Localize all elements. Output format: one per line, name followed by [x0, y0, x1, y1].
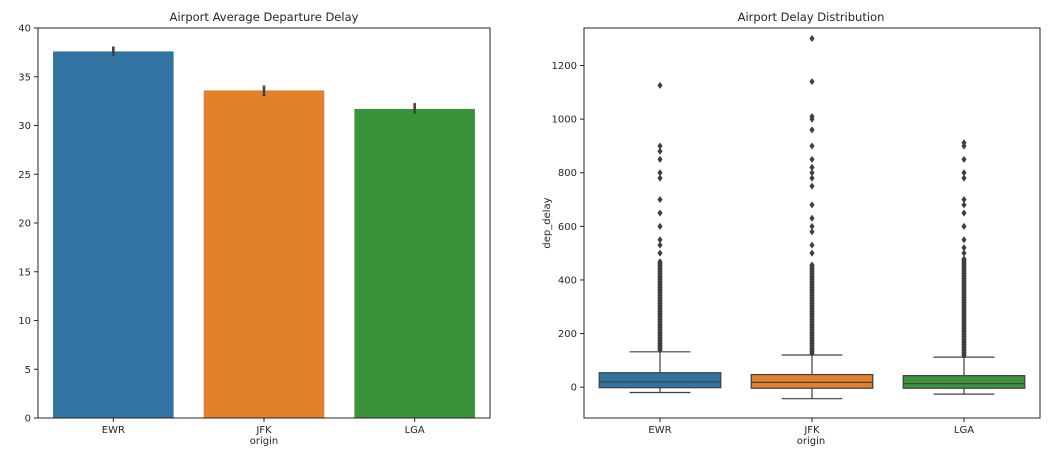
outlier-point-ewr: [657, 249, 663, 257]
outlier-point-lga: [961, 244, 967, 252]
bar-plot-area: EWR JFK LGA 0 5 10 15 20 25 30 35 40: [18, 24, 475, 436]
bar-chart-xlabel: origin: [250, 436, 278, 447]
outlier-point-jfk: [809, 174, 815, 182]
outlier-point-ewr: [657, 147, 663, 155]
y-tick-label: 600: [558, 222, 577, 233]
outlier-point-ewr: [657, 81, 663, 89]
y-tick-label: 400: [558, 275, 577, 286]
outlier-point-lga: [961, 236, 967, 244]
box-chart: Airport Delay Distribution EWR JFK LGA 0 200…: [542, 10, 1041, 447]
outlier-point-jfk: [809, 228, 815, 236]
x-tick-label: EWR: [648, 425, 671, 436]
bar-chart-frame: [37, 27, 491, 419]
y-tick-label: 10: [18, 316, 31, 327]
outlier-point-jfk: [809, 241, 815, 249]
outlier-point-ewr: [657, 258, 663, 266]
y-tick-label: 5: [25, 365, 31, 376]
y-tick-label: 40: [18, 24, 31, 35]
box-lga: [902, 375, 1026, 389]
outlier-point-jfk: [809, 163, 815, 171]
y-tick-label: 800: [558, 168, 577, 179]
outlier-point-lga: [961, 249, 967, 257]
box-chart-ylabel: dep_delay: [542, 197, 553, 248]
outlier-point-ewr: [657, 241, 663, 249]
outlier-point-jfk: [809, 201, 815, 209]
outlier-point-lga: [961, 222, 967, 230]
y-tick-label: 20: [18, 219, 31, 230]
outlier-point-jfk: [809, 126, 815, 134]
box-plot-area: EWR JFK LGA 0 200 400 600 800 1000 1200: [552, 34, 1026, 436]
bar-chart: Airport Average Departure Delay EWR JFK LG…: [18, 10, 491, 447]
box-ewr: [598, 372, 722, 389]
bar-jfk: [203, 90, 325, 419]
box-chart-frame: [583, 27, 1041, 419]
outlier-point-ewr: [657, 209, 663, 217]
bar-lga: [354, 108, 475, 419]
outlier-point-jfk: [809, 78, 815, 86]
outlier-point-jfk: [809, 214, 815, 222]
outlier-point-lga: [961, 201, 967, 209]
bar-ewr: [53, 51, 174, 419]
outlier-point-ewr: [657, 196, 663, 204]
y-tick-label: 15: [18, 267, 31, 278]
outlier-point-jfk: [809, 222, 815, 230]
x-tick-label: LGA: [954, 425, 974, 436]
outlier-point-lga: [961, 174, 967, 182]
x-tick-label: JFK: [803, 425, 820, 436]
outlier-point-jfk: [809, 249, 815, 257]
outlier-point-lga: [961, 139, 967, 147]
outlier-point-lga: [961, 169, 967, 177]
outlier-point-ewr: [657, 142, 663, 150]
y-tick-label: 0: [25, 414, 31, 425]
outlier-point-lga: [961, 255, 967, 263]
y-tick-label: 35: [18, 72, 31, 83]
outlier-point-jfk: [809, 142, 815, 150]
outlier-point-lga: [961, 155, 967, 163]
x-tick-label: LGA: [405, 425, 425, 436]
outlier-point-ewr: [657, 169, 663, 177]
bar-chart-title: Airport Average Departure Delay: [170, 10, 359, 24]
outlier-point-ewr: [657, 155, 663, 163]
outlier-point-ewr: [657, 222, 663, 230]
outlier-point-jfk: [809, 155, 815, 163]
y-tick-label: 200: [558, 329, 577, 340]
y-tick-label: 1000: [552, 115, 577, 126]
y-tick-label: 25: [18, 170, 31, 181]
y-tick-label: 1200: [552, 61, 577, 72]
outlier-point-lga: [961, 209, 967, 217]
box-jfk: [750, 373, 874, 389]
y-tick-label: 30: [18, 121, 31, 132]
outlier-point-jfk: [809, 261, 815, 269]
outlier-point-jfk: [809, 169, 815, 177]
box-chart-title: Airport Delay Distribution: [738, 10, 885, 24]
outlier-point-lga: [961, 196, 967, 204]
outlier-point-jfk: [809, 34, 815, 42]
outlier-point-jfk: [809, 112, 815, 120]
y-tick-label: 0: [571, 383, 577, 394]
outlier-point-ewr: [657, 174, 663, 182]
x-tick-label: JFK: [255, 425, 272, 436]
outlier-point-ewr: [657, 236, 663, 244]
box-chart-xlabel: origin: [797, 436, 825, 447]
outlier-point-jfk: [809, 182, 815, 190]
x-tick-label: EWR: [102, 425, 125, 436]
